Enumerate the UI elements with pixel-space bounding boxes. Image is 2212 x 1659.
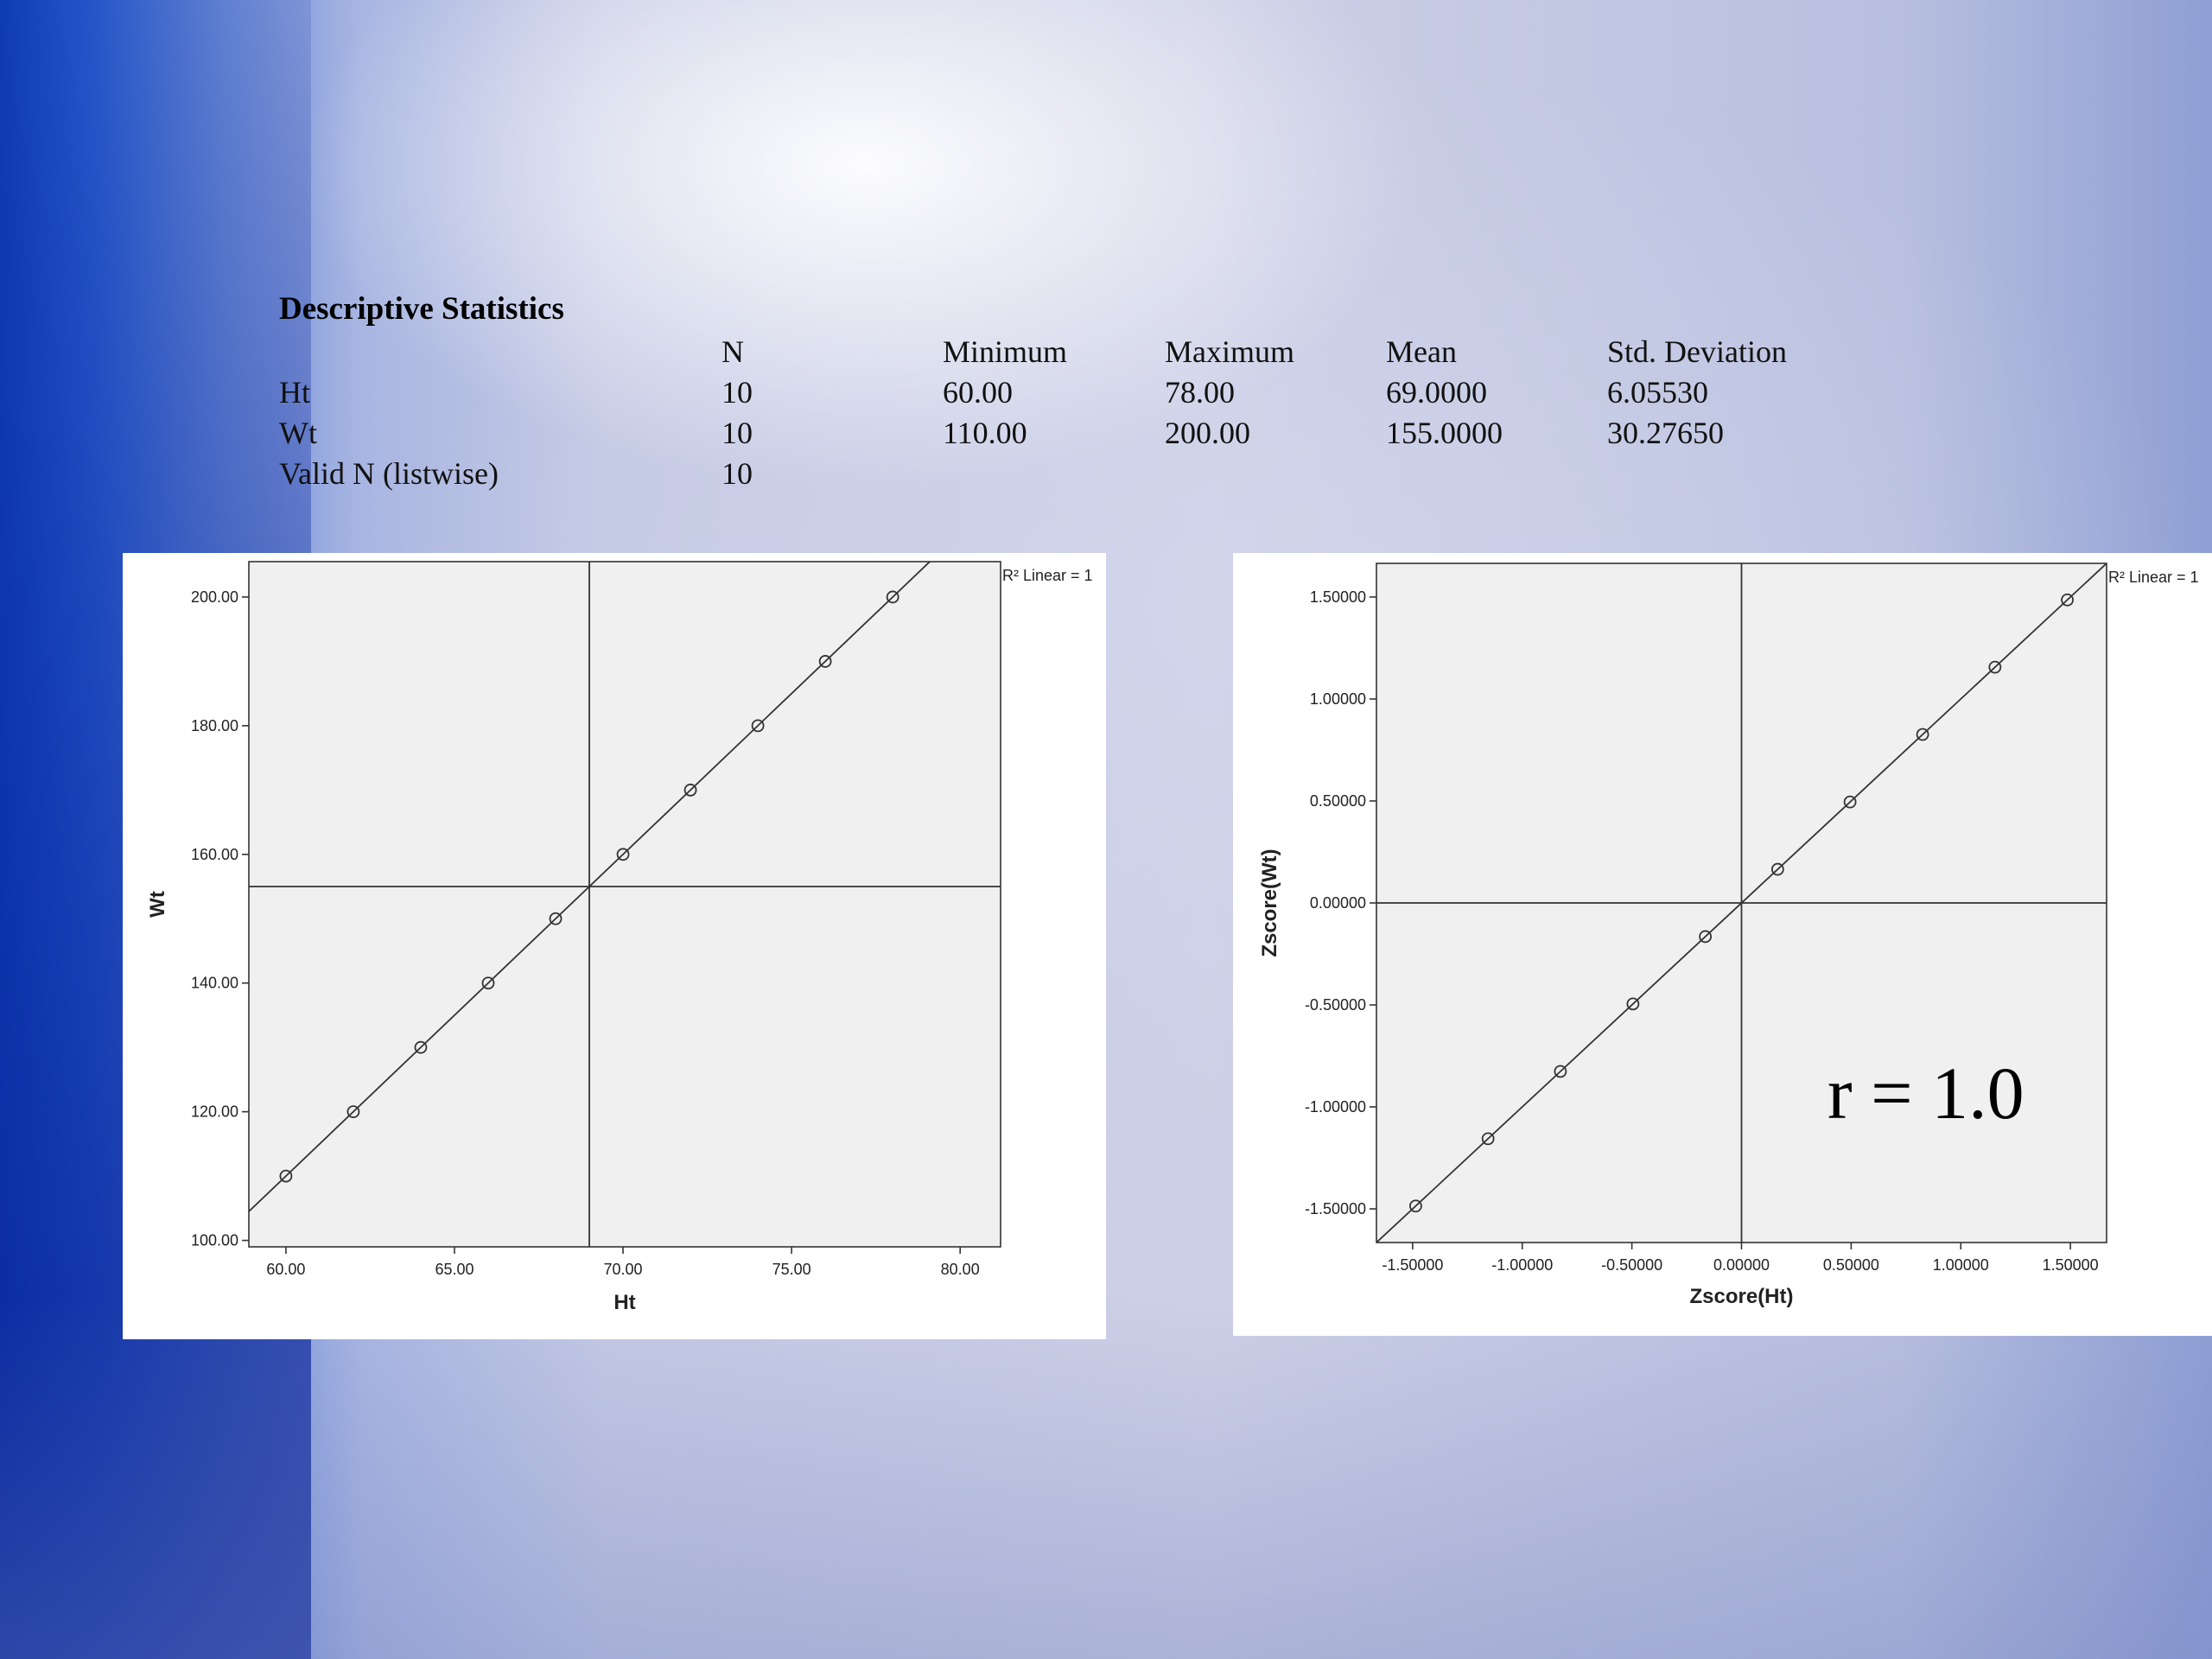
cell-ht-mean: 69.0000 [1386,375,1487,410]
x-tick-label: 60.00 [266,1261,305,1278]
x-tick-label: -0.50000 [1601,1256,1662,1274]
y-axis-label: Wt [146,891,169,918]
cell-ht-std: 6.05530 [1607,375,1708,410]
header-std-deviation: Std. Deviation [1607,334,1787,369]
data-point [481,976,495,990]
y-tick-label: 0.50000 [1310,792,1366,810]
header-maximum: Maximum [1165,334,1294,369]
y-tick-label: -0.50000 [1305,996,1366,1014]
scatter-panel-ht-wt: 60.00 65.00 70.00 75.00 80.00 100.00 120.00 140… [123,553,1106,1339]
fit-line [1376,563,2107,1243]
scatter-chart-zscores: -1.50000 -1.00000 -0.50000 0.00000 0.50000 1.… [1258,563,2199,1308]
data-point [1626,997,1640,1011]
x-tick-label: 1.00000 [1933,1256,1989,1274]
data-point [1699,930,1713,944]
data-point [549,912,563,925]
row-label-ht: Ht [279,375,310,410]
y-tick-label: 160.00 [191,846,238,863]
y-tick-label: 140.00 [191,975,238,992]
data-point [683,783,697,797]
y-tick-label: 120.00 [191,1103,238,1121]
y-tick-label: 1.50000 [1310,588,1366,606]
cell-wt-n: 10 [721,416,753,450]
legend-r-squared: R² Linear = 1 [1002,567,1093,584]
row-label-valid-n: Valid N (listwise) [279,456,499,491]
x-tick-label: 1.50000 [2043,1256,2099,1274]
x-tick-label: 80.00 [941,1261,980,1278]
correlation-annotation: r = 1.0 [1827,1052,2024,1135]
y-tick-label: 0.00000 [1310,894,1366,912]
x-axis-label: Ht [613,1291,635,1314]
header-minimum: Minimum [943,334,1068,369]
y-tick-label: 200.00 [191,588,238,606]
y-tick-label: 1.00000 [1310,690,1366,708]
data-point [414,1040,428,1054]
x-tick-label: -1.50000 [1382,1256,1443,1274]
data-point [616,848,630,861]
data-point [886,590,899,604]
header-mean: Mean [1386,334,1457,369]
data-point [2061,593,2074,607]
legend-r-squared: R² Linear = 1 [2108,569,2199,586]
background-bottom-shade [0,1296,2212,1659]
cell-wt-std: 30.27650 [1607,416,1724,450]
cell-wt-minimum: 110.00 [943,416,1027,450]
x-tick-label: 65.00 [435,1261,474,1278]
cell-wt-maximum: 200.00 [1165,416,1250,450]
data-point [1843,795,1857,809]
row-label-wt: Wt [279,416,317,450]
y-tick-label: -1.50000 [1305,1200,1366,1217]
data-point [818,655,832,668]
data-point [279,1169,293,1183]
plot-area [248,561,1001,1248]
stats-table-title: Descriptive Statistics [279,291,564,327]
data-point [1554,1065,1567,1078]
data-point [1770,862,1784,876]
header-n: N [721,334,744,369]
data-point [1916,728,1929,741]
data-point [751,719,765,733]
cell-wt-mean: 155.0000 [1386,416,1503,450]
scatter-panel-zscores: -1.50000 -1.00000 -0.50000 0.00000 0.50000 1.… [1233,553,2212,1336]
x-tick-label: -1.00000 [1491,1256,1553,1274]
cell-ht-minimum: 60.00 [943,375,1013,410]
data-point [1481,1132,1495,1146]
cell-ht-maximum: 78.00 [1165,375,1235,410]
data-point [1988,660,2002,674]
cell-ht-n: 10 [721,375,753,410]
x-tick-label: 0.50000 [1823,1256,1879,1274]
x-axis-label: Zscore(Ht) [1689,1285,1793,1308]
data-point [1409,1199,1422,1213]
y-tick-label: -1.00000 [1305,1098,1366,1116]
fit-line [249,562,931,1212]
data-point [346,1105,360,1119]
cell-valid-n: 10 [721,456,753,491]
scatter-chart-ht-wt: 60.00 65.00 70.00 75.00 80.00 100.00 120.00 140… [146,561,1093,1314]
y-tick-label: 180.00 [191,717,238,734]
y-axis-label: Zscore(Wt) [1258,849,1281,957]
x-tick-label: 75.00 [772,1261,811,1278]
x-tick-label: 0.00000 [1713,1256,1770,1274]
x-tick-label: 70.00 [604,1261,643,1278]
y-tick-label: 100.00 [191,1232,238,1249]
